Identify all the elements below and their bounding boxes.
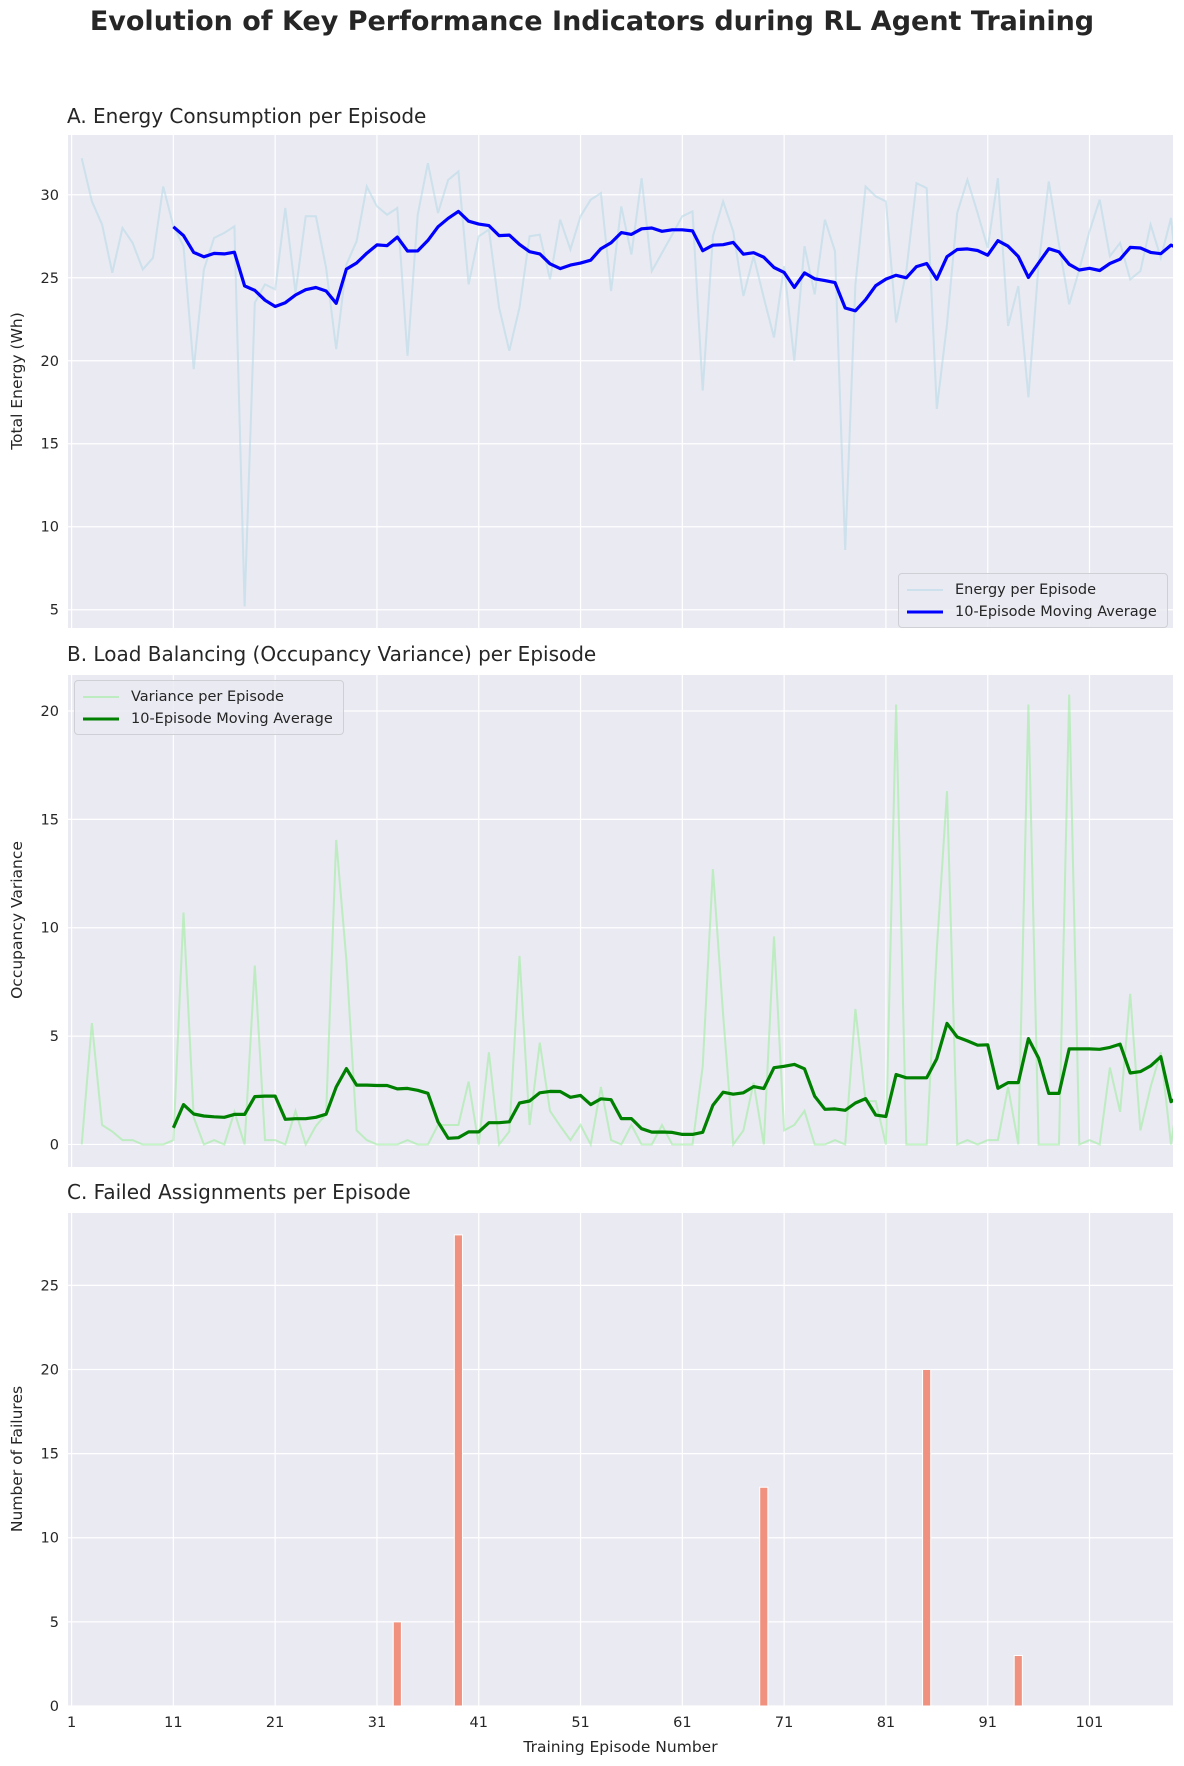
legend-line-variance <box>83 696 119 698</box>
y-tick-label: 0 <box>50 1699 59 1715</box>
x-tick-label: 1 <box>67 1715 76 1731</box>
x-tick-label: 51 <box>571 1715 589 1731</box>
figure-title: Evolution of Key Performance Indicators … <box>89 6 1095 37</box>
variance-per-episode-line <box>80 694 1173 1148</box>
x-tick-label: 61 <box>673 1715 691 1731</box>
legend-line-energy <box>907 589 943 591</box>
legend-label-energy-ma: 10-Episode Moving Average <box>955 604 1157 620</box>
plot-area <box>80 694 1173 1148</box>
x-tick-label: 91 <box>979 1715 997 1731</box>
legend-line-variance-ma <box>83 717 119 721</box>
y-tick-label: 20 <box>41 354 59 370</box>
failure-bar <box>922 1368 932 1706</box>
x-tick-label: 41 <box>470 1715 488 1731</box>
x-tick-label: 21 <box>266 1715 284 1731</box>
failure-bar <box>759 1486 769 1706</box>
y-tick-label: 15 <box>41 1447 59 1463</box>
x-tick-label: 71 <box>775 1715 793 1731</box>
y-tick-label: 25 <box>41 1278 59 1294</box>
y-tick-label: 25 <box>41 271 59 287</box>
x-tick-label: 81 <box>877 1715 895 1731</box>
legend-line-energy-ma <box>907 610 943 614</box>
y-tick-label: 10 <box>41 1531 59 1547</box>
energy-moving-average-line <box>172 209 1173 313</box>
plot-area <box>80 157 1173 607</box>
plot-background <box>68 1213 1173 1706</box>
panel-b-title: B. Load Balancing (Occupancy Variance) p… <box>67 642 597 666</box>
x-axis-label: Training Episode Number <box>523 1738 718 1756</box>
y-tick-label: 30 <box>41 188 59 204</box>
panel-a: 5 10 15 20 25 30 <box>41 135 1173 628</box>
variance-moving-average-line <box>171 1021 1173 1140</box>
panel-a-legend: Energy per Episode 10-Episode Moving Ave… <box>898 573 1168 628</box>
x-tick-label: 101 <box>1076 1715 1104 1731</box>
y-tick-label: 5 <box>50 1029 59 1045</box>
y-tick-label: 20 <box>41 704 59 720</box>
legend-label-variance: Variance per Episode <box>131 689 284 705</box>
failure-bar <box>392 1621 402 1706</box>
panel-c-title: C. Failed Assignments per Episode <box>67 1180 411 1204</box>
plot-area <box>392 1234 1023 1706</box>
legend-label-variance-ma: 10-Episode Moving Average <box>131 711 333 727</box>
plot-background <box>68 675 1173 1167</box>
y-tick-label: 5 <box>50 1615 59 1631</box>
legend-label-energy: Energy per Episode <box>955 582 1097 598</box>
y-tick-label: 0 <box>50 1137 59 1153</box>
y-tick-label: 10 <box>41 520 59 536</box>
failure-bar <box>453 1234 463 1706</box>
energy-per-episode-line <box>80 157 1173 607</box>
panel-b: 0 5 10 15 20 <box>41 675 1173 1167</box>
y-tick-label: 15 <box>41 812 59 828</box>
panel-a-title: A. Energy Consumption per Episode <box>67 104 427 128</box>
failure-bar <box>1013 1655 1023 1706</box>
y-tick-label: 10 <box>41 921 59 937</box>
y-tick-label: 20 <box>41 1362 59 1378</box>
y-tick-label: 5 <box>50 603 59 619</box>
x-tick-label: 11 <box>164 1715 182 1731</box>
panel-b-legend: Variance per Episode 10-Episode Moving A… <box>74 680 344 735</box>
y-tick-label: 15 <box>41 437 59 453</box>
x-tick-label: 31 <box>368 1715 386 1731</box>
